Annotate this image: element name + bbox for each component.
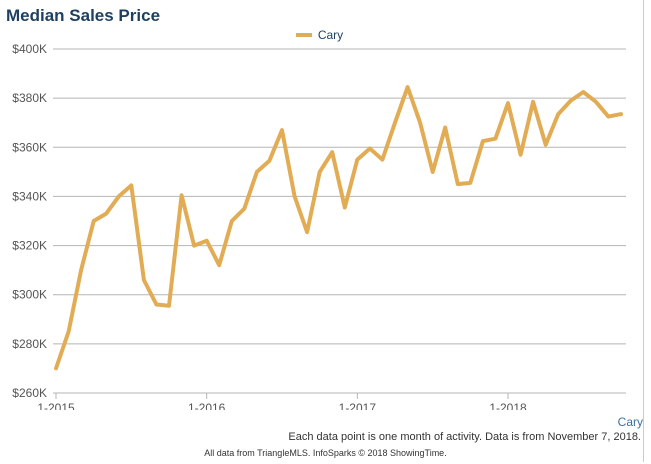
x-tick-label: 1-2017 xyxy=(339,401,377,410)
y-tick-label: $320K xyxy=(12,239,47,253)
series-label: Cary xyxy=(617,415,643,429)
line-chart: $260K $280K $300K $320K $340K $360K $380K $400K… xyxy=(12,42,626,410)
x-tick-label: 1-2018 xyxy=(489,401,527,410)
y-tick-label: $300K xyxy=(12,288,47,302)
y-tick-label: $400K xyxy=(12,42,47,56)
legend-swatch xyxy=(295,33,312,37)
y-tick-label: $260K xyxy=(12,386,47,400)
legend-label-cary: Cary xyxy=(317,28,344,42)
legend[interactable]: Cary xyxy=(0,28,651,42)
data-credit: All data from TriangleMLS. InfoSparks © … xyxy=(204,448,447,458)
x-tick-label: 1-2016 xyxy=(188,401,226,410)
y-tick-label: $380K xyxy=(12,91,47,105)
y-tick-label: $280K xyxy=(12,337,47,351)
y-tick-label: $360K xyxy=(12,140,47,154)
chart-title: Median Sales Price xyxy=(6,6,161,25)
series-line-cary xyxy=(54,85,623,371)
data-footnote: Each data point is one month of activity… xyxy=(288,431,641,443)
x-tick-label: 1-2015 xyxy=(37,401,75,410)
y-tick-label: $340K xyxy=(12,189,47,203)
